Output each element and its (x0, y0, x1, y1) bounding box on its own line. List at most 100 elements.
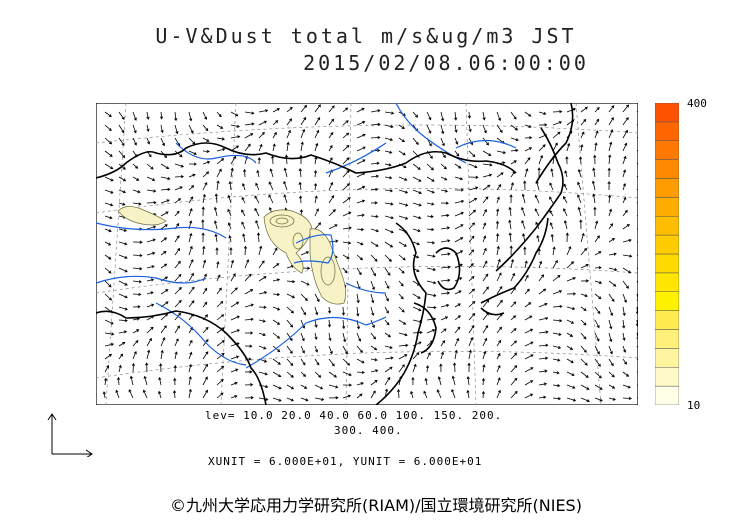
wind-arrow (244, 396, 254, 400)
wind-arrow (341, 306, 346, 316)
wind-arrow (257, 156, 261, 165)
wind-arrow (132, 253, 143, 258)
wind-arrow (328, 332, 332, 342)
wind-arrow (356, 133, 366, 139)
wind-arrow (174, 299, 182, 308)
wind-arrow (118, 306, 128, 311)
wind-arrow (594, 251, 602, 256)
wind-arrow (496, 285, 503, 295)
wind-arrow (566, 107, 577, 113)
wind-arrow (622, 104, 630, 113)
wind-arrow (510, 315, 517, 321)
wind-arrow (314, 345, 319, 353)
wind-arrow (129, 375, 134, 386)
wind-arrow (384, 228, 394, 234)
wind-arrow (636, 358, 638, 361)
wind-arrow (202, 363, 208, 373)
wind-arrow (356, 241, 364, 246)
wind-arrow (426, 352, 431, 360)
wind-arrow (566, 319, 575, 324)
wind-arrow (482, 260, 488, 269)
wind-arrow (272, 108, 280, 113)
wind-arrow (202, 287, 208, 295)
wind-arrow (174, 163, 185, 168)
wind-arrow (384, 345, 393, 349)
wind-arrow (146, 303, 155, 308)
wind-arrow (188, 339, 193, 347)
wind-arrow (241, 182, 246, 191)
wind-arrow (552, 109, 563, 114)
wind-arrow (272, 131, 277, 139)
wind-arrow (538, 382, 548, 386)
wind-arrow (158, 390, 162, 399)
wind-arrow (216, 180, 220, 191)
wind-arrow (451, 388, 456, 399)
wind-arrow (482, 273, 489, 282)
wind-arrow (216, 327, 225, 334)
wind-arrow (201, 219, 205, 230)
wind-arrow (580, 345, 587, 353)
wind-arrow (580, 247, 587, 256)
wind-arrow (636, 280, 638, 285)
wind-arrow (426, 124, 432, 134)
wind-arrow (468, 313, 476, 321)
wind-arrow (202, 389, 208, 399)
wind-arrow (160, 289, 169, 295)
wind-arrow (538, 288, 547, 295)
wind-arrow (608, 117, 614, 126)
wind-arrow (173, 364, 177, 373)
wind-arrow (566, 142, 571, 152)
wind-arrow (580, 371, 589, 378)
wind-arrow (118, 150, 126, 159)
wind-arrow (440, 176, 448, 181)
wind-arrow (468, 150, 476, 158)
wind-arrow (552, 332, 562, 336)
wind-arrow (566, 246, 572, 256)
wind-arrow (440, 316, 449, 321)
wind-arrow (524, 367, 534, 373)
wind-arrow (510, 111, 517, 120)
wind-arrow (299, 195, 303, 204)
wind-arrow (356, 120, 366, 126)
wind-arrow (202, 124, 209, 132)
wind-arrow (286, 106, 293, 113)
wind-arrow (510, 160, 517, 165)
wind-arrow (327, 319, 332, 328)
wind-arrow (538, 154, 544, 165)
wind-arrow (342, 183, 350, 191)
wind-arrow (398, 343, 409, 348)
wind-arrow (552, 371, 560, 375)
wind-arrow (440, 291, 451, 295)
wind-arrow (579, 219, 583, 230)
wind-arrow (622, 238, 632, 243)
wind-arrow (328, 384, 339, 389)
wind-arrow (370, 379, 378, 386)
wind-arrow (482, 196, 489, 204)
wind-arrow (104, 342, 115, 347)
wind-arrow (342, 383, 353, 387)
wind-arrow (608, 397, 616, 401)
wind-arrow (496, 111, 501, 122)
wind-arrow (118, 111, 125, 120)
wind-arrow (356, 213, 365, 217)
wind-arrow (174, 186, 183, 191)
wind-arrow (454, 326, 461, 334)
wind-arrow (440, 137, 445, 147)
wind-arrow (159, 363, 163, 373)
wind-arrow (398, 293, 404, 300)
wind-arrow (468, 324, 475, 334)
wind-arrow (227, 194, 232, 204)
wind-arrow (510, 137, 519, 142)
wind-arrow (412, 215, 422, 220)
wind-arrow (454, 124, 458, 133)
wind-arrow (454, 111, 458, 121)
wind-arrow (566, 384, 576, 389)
wind-arrow (328, 396, 339, 400)
wind-arrow (160, 176, 171, 181)
wind-arrow (104, 189, 114, 194)
wind-arrow (593, 206, 597, 217)
wind-arrow (370, 280, 375, 291)
colorbar-min-label: 10 (687, 399, 701, 412)
wind-arrow (356, 107, 365, 113)
wind-arrow (538, 123, 548, 127)
